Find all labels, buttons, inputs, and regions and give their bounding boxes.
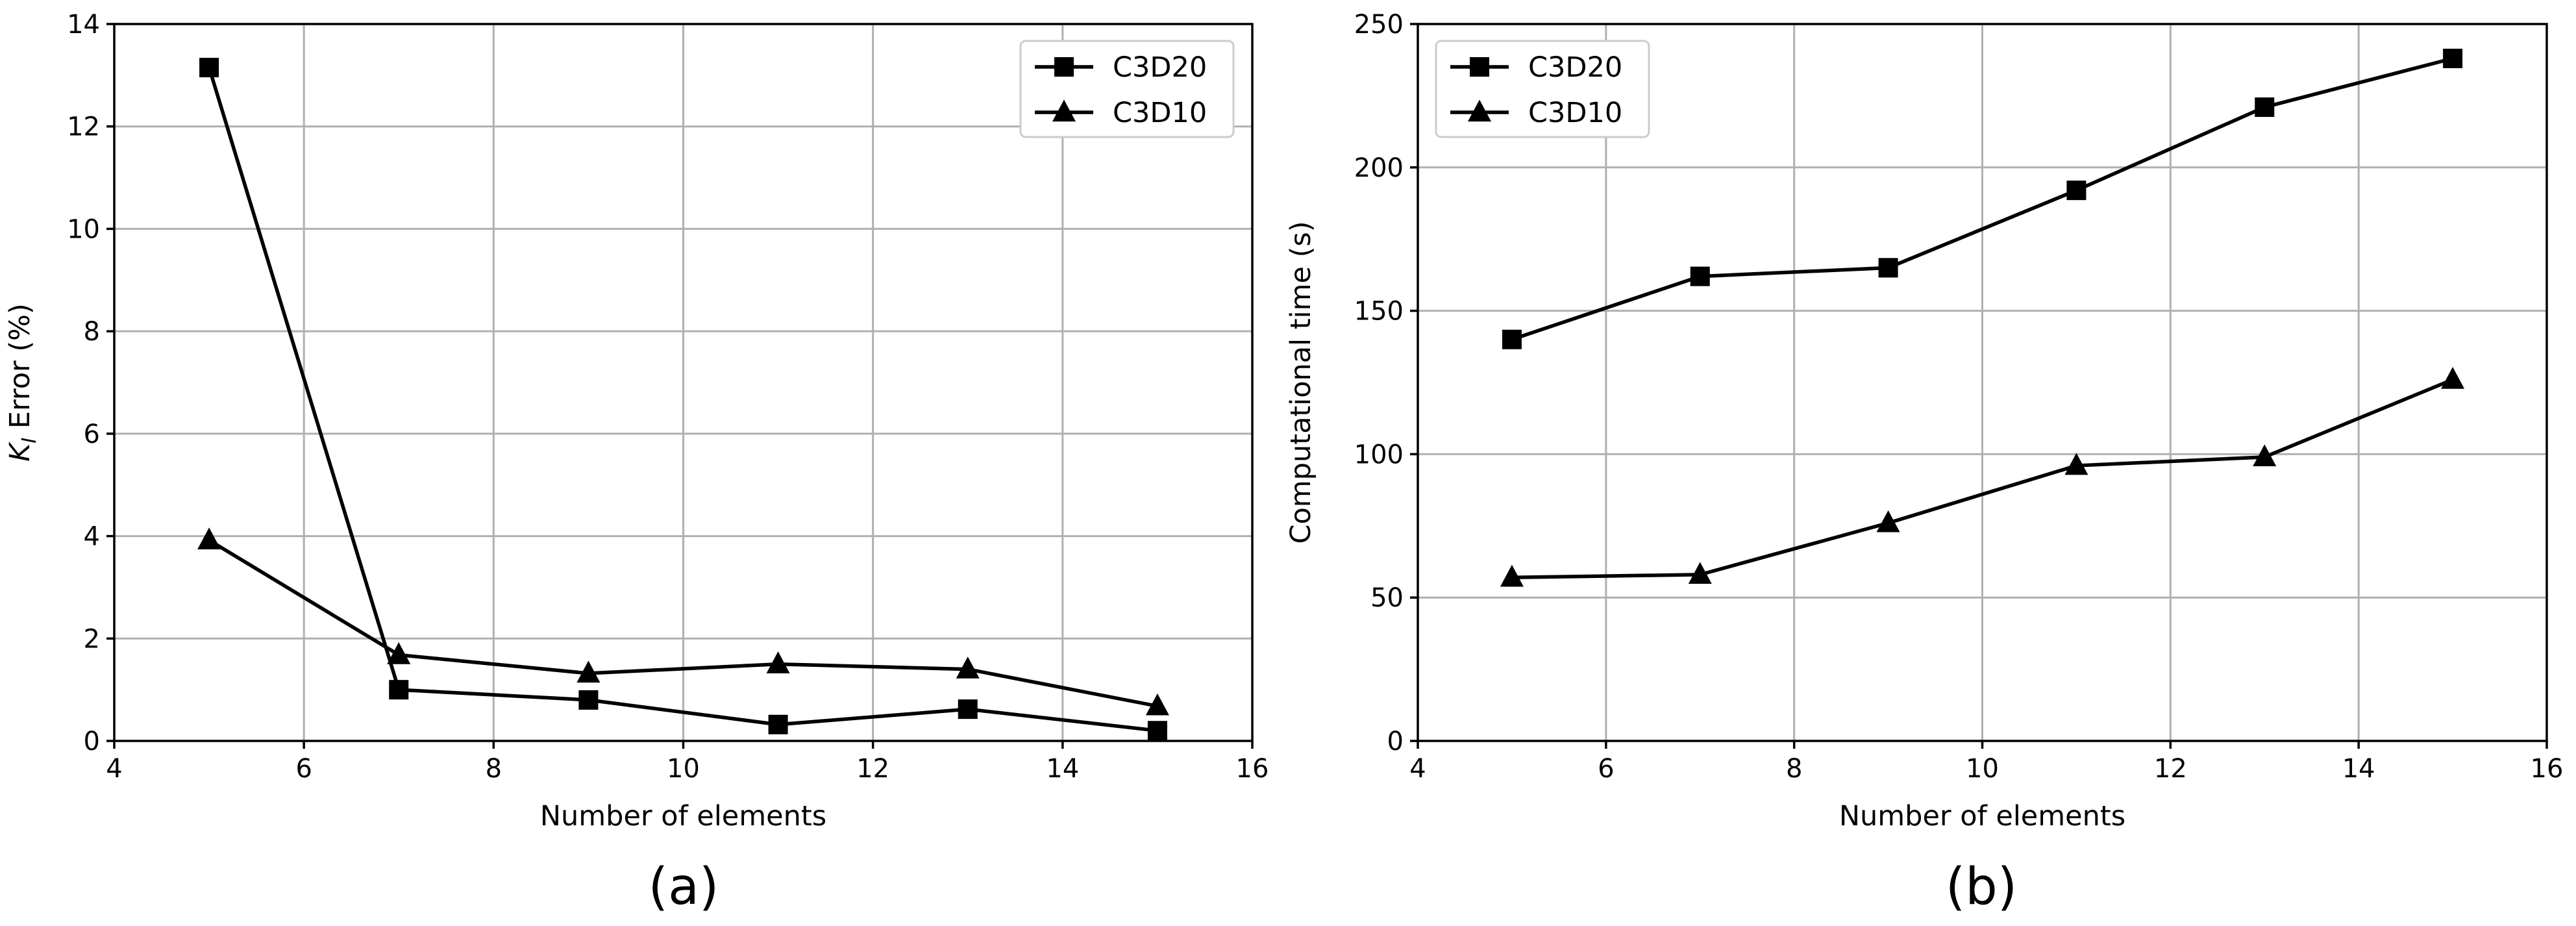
y-tick-label: 150 (1354, 297, 1404, 327)
legend-label: C3D10 (1528, 97, 1622, 129)
legend-marker-c3d10 (1468, 99, 1491, 122)
legend-marker-c3d10 (1052, 99, 1076, 122)
data-point-c3d20 (2443, 48, 2463, 68)
y-tick-label: 250 (1354, 10, 1404, 40)
legend: C3D20 C3D10 (1019, 40, 1235, 138)
x-tick-label: 16 (2531, 754, 2564, 784)
x-tick-label: 4 (106, 754, 122, 784)
x-tick-label: 12 (856, 754, 889, 784)
data-point-c3d20 (2066, 181, 2087, 201)
x-tick-label: 4 (1409, 754, 1426, 784)
y-tick-label: 4 (84, 522, 100, 552)
data-point-c3d20 (389, 680, 409, 700)
x-axis-label: Number of elements (540, 800, 826, 832)
data-point-c3d10 (387, 642, 411, 664)
data-point-c3d10 (2064, 453, 2088, 475)
x-tick-label: 14 (1046, 754, 1079, 784)
y-tick-label: 12 (67, 112, 100, 142)
y-tick-label: 10 (67, 214, 100, 244)
y-tick-label: 100 (1354, 440, 1404, 469)
data-point-c3d20 (199, 58, 219, 78)
data-point-c3d10 (956, 657, 980, 679)
legend-label: C3D20 (1113, 51, 1207, 84)
series-line-c3d20 (207, 67, 1158, 732)
data-point-c3d20 (1502, 329, 1522, 349)
x-tick-label: 10 (667, 754, 700, 784)
y-axis-label: KI Error (%) (4, 303, 41, 462)
x-tick-label: 8 (1786, 754, 1802, 784)
plot-frame (113, 23, 1254, 742)
y-tick-label: 200 (1354, 153, 1404, 183)
legend-label: C3D10 (1113, 97, 1207, 129)
chart-b: 4 6 8 10 12 14 16 0 50 100 150 200 250 Number of elem… (1285, 10, 2563, 916)
data-point-c3d20 (1690, 266, 1710, 286)
data-point-c3d10 (1145, 693, 1169, 716)
data-point-c3d10 (576, 660, 601, 683)
data-point-c3d10 (1500, 564, 1524, 587)
legend-label: C3D20 (1528, 51, 1622, 84)
data-point-c3d20 (768, 714, 788, 734)
x-tick-label: 6 (1598, 754, 1614, 784)
series-line-c3d20 (1511, 56, 2453, 342)
x-tick-label: 14 (2342, 754, 2375, 784)
data-point-c3d20 (578, 690, 599, 710)
data-point-c3d10 (1876, 510, 1900, 532)
data-point-c3d10 (766, 651, 790, 673)
data-point-c3d20 (958, 699, 978, 720)
plot-frame (1417, 23, 2548, 742)
series-line-c3d10 (208, 538, 1158, 708)
data-point-c3d10 (197, 527, 221, 550)
y-axis-label: Computational time (s) (1285, 221, 1317, 544)
y-tick-label: 6 (84, 419, 100, 449)
legend-marker-c3d20 (1054, 57, 1074, 77)
data-point-c3d10 (1688, 562, 1712, 584)
x-tick-label: 8 (486, 754, 502, 784)
y-tick-label: 2 (84, 624, 100, 654)
y-tick-label: 0 (84, 727, 100, 757)
series-line-c3d10 (1511, 378, 2454, 580)
data-point-c3d10 (2253, 444, 2277, 466)
data-point-c3d20 (1147, 721, 1167, 741)
data-point-c3d20 (2255, 97, 2275, 118)
y-tick-label: 50 (1370, 583, 1404, 613)
data-point-c3d10 (2441, 367, 2465, 389)
x-tick-label: 12 (2154, 754, 2187, 784)
x-tick-label: 10 (1966, 754, 1999, 784)
x-tick-label: 6 (295, 754, 312, 784)
y-tick-label: 0 (1387, 727, 1404, 757)
caption: (a) (649, 858, 719, 916)
data-point-c3d20 (1878, 258, 1898, 278)
chart-a: 4 6 8 10 12 14 16 0 2 4 6 8 10 12 14 Number of elements… (4, 10, 1269, 916)
y-tick-label: 8 (84, 317, 100, 347)
x-tick-label: 16 (1236, 754, 1269, 784)
caption: (b) (1946, 858, 2017, 916)
legend: C3D20 C3D10 (1435, 40, 1650, 138)
x-axis-label: Number of elements (1839, 800, 2125, 832)
y-tick-label: 14 (67, 10, 100, 40)
legend-marker-c3d20 (1470, 57, 1489, 77)
